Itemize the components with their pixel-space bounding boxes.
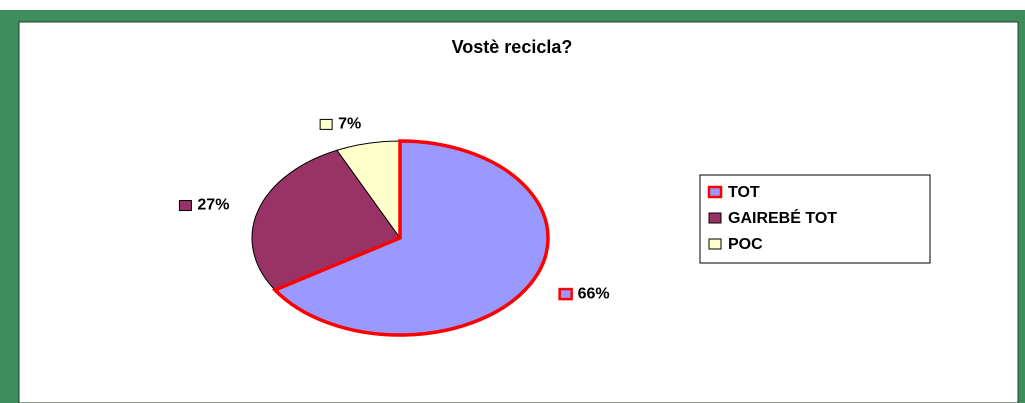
legend-label: POC bbox=[728, 236, 763, 253]
legend-key bbox=[558, 287, 573, 301]
legend-key bbox=[708, 238, 722, 250]
pie-slice bbox=[251, 149, 401, 291]
legend-label: TOT bbox=[728, 184, 760, 201]
legend-key bbox=[319, 118, 333, 130]
pie-slice bbox=[271, 139, 550, 337]
legend-box bbox=[699, 174, 931, 264]
data-label: 27% bbox=[197, 197, 229, 214]
data-label: 7% bbox=[338, 116, 361, 133]
legend-label: GAIREBÉ TOT bbox=[728, 208, 837, 227]
data-label: 66% bbox=[578, 285, 610, 302]
legend-key bbox=[707, 185, 723, 199]
legend-key bbox=[708, 212, 722, 224]
legend-key bbox=[178, 200, 192, 212]
chart-title: Vostè recicla? bbox=[452, 37, 573, 57]
